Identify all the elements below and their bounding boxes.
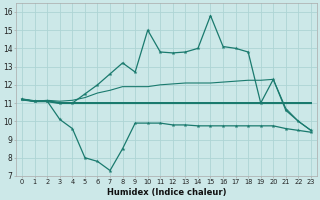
- X-axis label: Humidex (Indice chaleur): Humidex (Indice chaleur): [107, 188, 226, 197]
